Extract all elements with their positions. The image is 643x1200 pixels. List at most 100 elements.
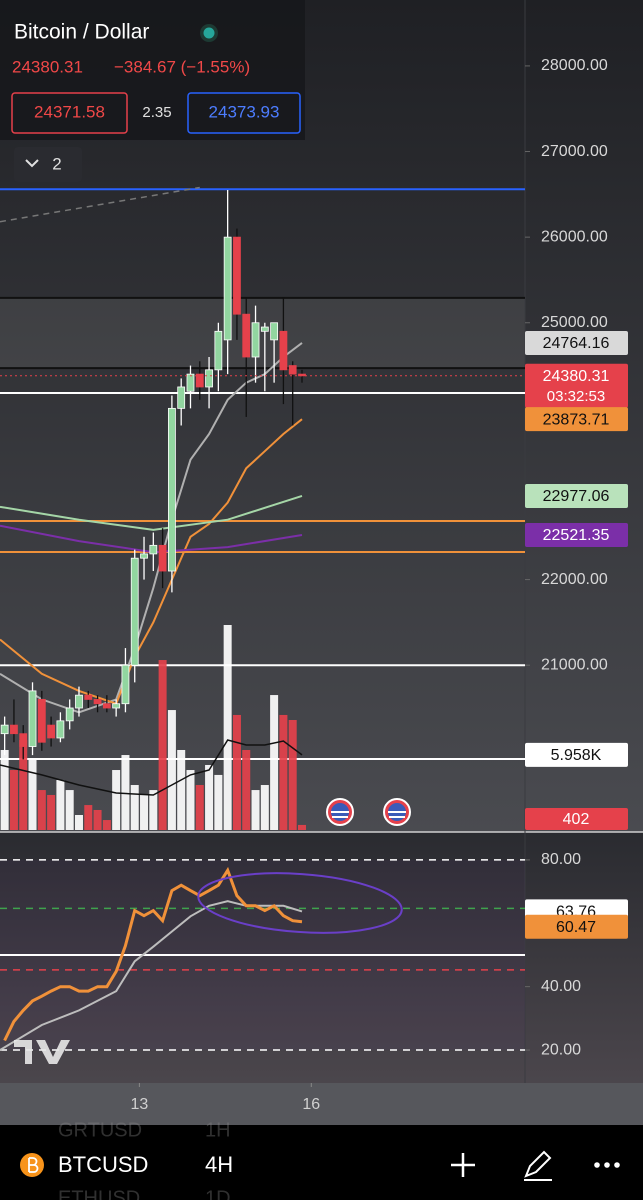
volume-tag: 402 [563,811,590,828]
rsi-tag-bg [525,914,628,939]
next-interval: 1D [205,1187,231,1200]
overlay-tag: 22521.35 [543,527,610,544]
candle-body [251,322,260,358]
last-price: 24380.31 [12,57,83,76]
chevron-icon[interactable] [25,159,39,168]
candle-body [37,699,46,743]
candle-body [149,544,158,555]
btc-glyph[interactable] [28,1157,39,1173]
candle-body [121,664,130,705]
volume-bar [93,809,102,830]
volume-bar [297,824,306,830]
overlay-tag-bg [525,483,628,508]
volume-bar [232,714,241,830]
interval[interactable]: 4H [205,1152,233,1177]
bid-price[interactable]: 24371.58 [34,102,105,121]
volume-bar [149,790,158,830]
x-tick-label: 16 [302,1096,320,1113]
more-button[interactable] [594,1162,620,1168]
y-tick-label: 21000.00 [541,656,608,673]
draw-button[interactable] [524,1150,552,1181]
volume-bar [19,740,28,830]
rsi-tag: 60.47 [556,919,596,936]
candle-body [65,707,74,722]
overlay-line [0,494,303,531]
next-symbol: ETHUSD [58,1187,140,1200]
countdown: 03:32:53 [547,388,605,405]
indicators-toggle[interactable] [14,147,82,182]
candle-body [270,322,279,341]
volume-ma-tag: 5.958K [551,747,602,764]
candle-body [260,326,269,332]
indicators-count[interactable]: 2 [52,154,61,173]
volume-bar [186,770,195,830]
volume-bar [9,770,18,830]
volume-bar [167,710,176,830]
trend-line [0,186,200,223]
tv-logo [14,1040,70,1064]
volume-bar [74,815,83,830]
status-dot [203,27,215,39]
volume-bar [251,790,260,830]
overlay-tag-bg [525,407,628,432]
more-dot[interactable] [594,1162,600,1168]
buy-button[interactable] [187,92,301,134]
candle-body [177,386,186,409]
prev-symbol: GRTUSD [58,1119,142,1141]
volume-bar [47,794,56,830]
symbol-title: Bitcoin / Dollar [14,21,149,44]
candle-body [0,724,9,735]
ask-price[interactable]: 24373.93 [209,102,280,121]
sell-button[interactable] [11,92,128,134]
plot-layer: 28000.00 27000.00 26000.00 25000.00 22000.00… [0,57,628,1113]
volume-bar [140,794,149,830]
add-button[interactable] [451,1153,475,1177]
candle-body [140,553,148,559]
volume-bar [242,749,251,830]
volume-bar [102,820,111,830]
symbol[interactable]: BTCUSD [58,1152,148,1177]
volume-bar [65,790,74,830]
candle-body [242,313,251,358]
rsi-line [3,866,303,1042]
candle-body [288,365,297,375]
volume-bar [37,790,46,830]
event-badge-stripes [388,811,406,818]
candle-body [84,694,93,700]
candle-body [214,330,223,371]
more-dot[interactable] [614,1162,620,1168]
volume-bar [270,695,279,830]
y-tick-label: 22000.00 [541,571,608,588]
more-dot[interactable] [604,1162,610,1168]
overlay-tag-bg [525,522,628,547]
header-bg [0,0,305,140]
volume-bar [260,785,269,830]
candle-body [93,699,102,705]
candle-body [10,724,18,735]
time-axis [0,1083,643,1125]
rsi-panel [0,832,643,1083]
y-tick-label: 27000.00 [541,143,608,160]
volume-bar [177,749,186,830]
toolbar [0,1125,643,1200]
rsi-line [0,900,303,1051]
candle-body [112,703,121,709]
y-tick-label: 25000.00 [541,314,608,331]
volume-tag-bg [525,808,628,830]
overlay-line [0,418,303,705]
candle-body [28,690,37,747]
candle-body [130,557,139,666]
candle-body [195,373,204,388]
volume-bar [279,714,288,830]
volume-bar [112,770,121,830]
overlay-tag: 23873.71 [543,411,610,428]
candle-body [223,236,232,341]
volume-bar [214,774,223,830]
volume-bar [84,805,93,830]
candle-body [56,720,65,739]
volume-ma-tag-bg [525,742,628,767]
volume-bar [130,785,139,830]
volume-bar [223,624,232,830]
